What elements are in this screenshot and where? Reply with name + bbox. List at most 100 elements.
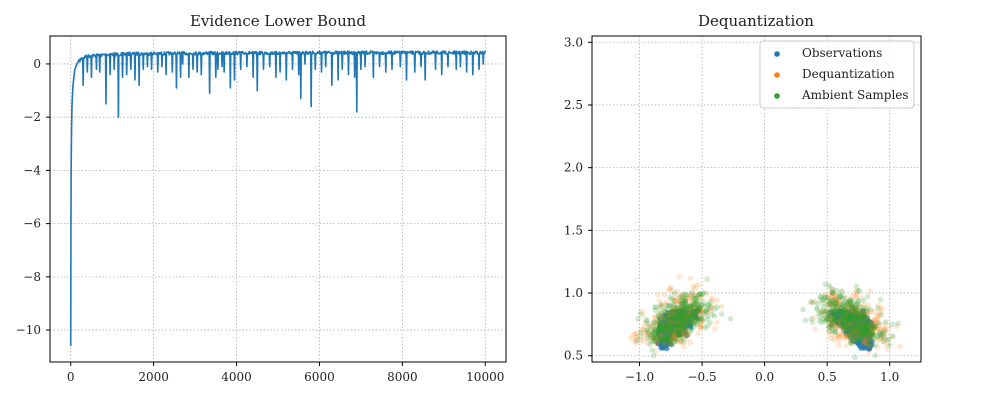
scatter-point [685,304,691,310]
scatter-point [672,331,678,337]
scatter-point [850,303,856,310]
scatter-point [674,304,681,311]
scatter-point [871,317,877,324]
scatter-point [854,308,861,315]
scatter-point [659,321,666,328]
scatter-point [827,298,833,305]
scatter-point [656,327,663,334]
scatter-point [687,303,693,310]
scatter-point [864,311,870,318]
scatter-point [660,322,666,329]
scatter-point [856,311,863,317]
scatter-point [677,309,684,316]
scatter-point [827,324,833,330]
scatter-point [668,316,675,323]
scatter-point [883,319,889,325]
scatter-point [811,315,817,321]
scatter-point [834,305,840,311]
scatter-point [679,326,685,333]
scatter-point [694,307,701,313]
scatter-point [862,320,869,327]
scatter-point [678,321,685,327]
scatter-point [868,343,874,350]
scatter-point [676,274,683,280]
scatter-point [858,331,864,337]
scatter-point [674,327,681,334]
scatter-point [874,313,880,319]
scatter-point [666,322,673,328]
scatter-point [679,300,685,306]
scatter-point [664,326,671,332]
scatter-point [685,316,691,323]
scatter-point [835,334,841,340]
scatter-point [877,296,884,303]
scatter-point [851,318,858,325]
scatter-point [652,307,659,314]
scatter-point [697,304,704,311]
scatter-point [673,307,680,314]
scatter-point [695,305,702,312]
scatter-point [639,308,646,315]
scatter-point [849,305,855,311]
scatter-point [659,327,665,334]
scatter-point [837,293,844,300]
elbo-frame [49,35,507,363]
scatter-point [852,324,858,330]
scatter-point [882,326,888,333]
scatter-point [832,315,839,322]
scatter-point [679,311,686,318]
elbo-y-tick-label: −8 [23,270,41,284]
scatter-point [665,312,671,318]
scatter-point [848,304,855,311]
scatter-point [682,316,688,322]
scatter-point [678,312,685,318]
scatter-point [684,311,690,318]
scatter-point [667,322,674,328]
scatter-point [668,324,675,330]
scatter-point [650,332,657,338]
scatter-point [853,305,860,311]
scatter-point [876,312,882,318]
scatter-point [662,332,669,339]
scatter-point [844,295,850,302]
scatter-point [838,318,845,325]
scatter-point [823,316,830,322]
scatter-point [854,312,860,319]
scatter-point [865,329,871,335]
scatter-point [711,313,718,320]
scatter-point [671,337,678,343]
scatter-point [677,329,683,335]
scatter-point [853,331,859,338]
scatter-point [668,336,675,342]
scatter-point [845,314,852,320]
scatter-point [832,328,839,335]
scatter-point [669,306,675,312]
scatter-point [689,309,695,315]
scatter-point [847,297,853,304]
scatter-point [847,315,853,322]
scatter-point [851,330,858,336]
scatter-point [663,324,669,331]
scatter-point [851,302,857,308]
elbo-chart: Evidence Lower Bound 0 2000 4000 6000 8000 10… [16,12,507,384]
scatter-point [692,313,698,320]
scatter-point [637,310,644,317]
scatter-point [656,336,663,343]
scatter-point [829,297,835,303]
scatter-point [659,328,666,334]
scatter-point [678,322,684,328]
scatter-point [869,333,875,340]
scatter-point [832,294,839,301]
scatter-point [672,301,679,308]
scatter-point [661,341,668,348]
scatter-point [666,286,673,293]
scatter-point [841,325,847,332]
scatter-point [865,320,872,327]
scatter-point [678,300,684,307]
scatter-point [694,301,700,308]
scatter-point [852,354,858,361]
scatter-point [678,322,684,328]
scatter-point [831,300,838,307]
scatter-point [832,308,839,315]
scatter-point [842,313,848,319]
